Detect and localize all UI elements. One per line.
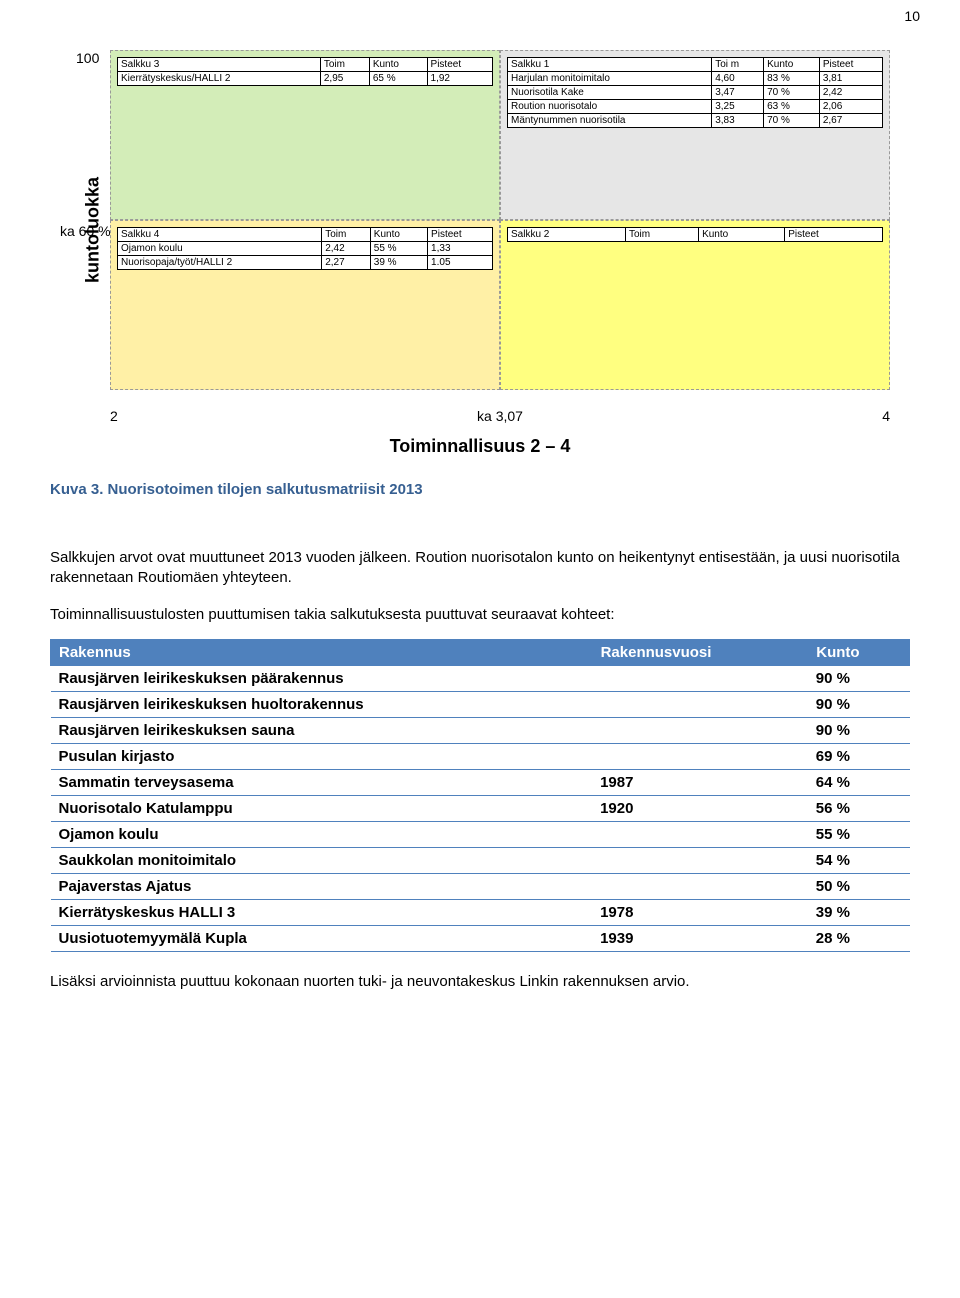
rt-name: Pusulan kirjasto <box>51 743 593 769</box>
table-row: Ojamon koulu 2,42 55 % 1,33 <box>118 242 493 256</box>
rt-name: Saukkolan monitoimitalo <box>51 847 593 873</box>
rt-year <box>592 821 808 847</box>
rt-name: Rausjärven leirikeskuksen huoltorakennus <box>51 691 593 717</box>
table-row: Nuorisotila Kake 3,47 70 % 2,42 <box>508 86 883 100</box>
rt-h-rakennus: Rakennus <box>51 639 593 665</box>
rt-name: Nuorisotalo Katulamppu <box>51 795 593 821</box>
h-kunto: Kunto <box>764 58 820 72</box>
table-row: Mäntynummen nuorisotila 3,83 70 % 2,67 <box>508 114 883 128</box>
rt-name: Ojamon koulu <box>51 821 593 847</box>
rt-kunto: 90 % <box>808 717 910 743</box>
table-row: Rausjärven leirikeskuksen sauna 90 % <box>51 717 910 743</box>
rt-name: Sammatin terveysasema <box>51 769 593 795</box>
rt-kunto: 56 % <box>808 795 910 821</box>
h-kunto: Kunto <box>369 58 427 72</box>
rt-kunto: 69 % <box>808 743 910 769</box>
result-table: Rakennus Rakennusvuosi Kunto Rausjärven … <box>50 639 910 952</box>
page-number: 10 <box>904 8 920 24</box>
table-row: Nuorisotalo Katulamppu192056 % <box>51 795 910 821</box>
table-row: Rausjärven leirikeskuksen huoltorakennus… <box>51 691 910 717</box>
rt-year <box>592 691 808 717</box>
y-mid-label: ka 60 % <box>60 223 111 239</box>
table-row: Nuorisopaja/työt/HALLI 2 2,27 39 % 1.05 <box>118 256 493 270</box>
salkku1-table: Salkku 1 Toi m Kunto Pisteet Harjulan mo… <box>507 57 883 128</box>
table-row: Pusulan kirjasto 69 % <box>51 743 910 769</box>
rt-kunto: 55 % <box>808 821 910 847</box>
table-row: Roution nuorisotalo 3,25 63 % 2,06 <box>508 100 883 114</box>
rt-name: Rausjärven leirikeskuksen sauna <box>51 717 593 743</box>
rt-year <box>592 717 808 743</box>
salkku2-title: Salkku 2 <box>508 228 626 242</box>
h-toim: Toim <box>625 228 698 242</box>
rt-h-vuosi: Rakennusvuosi <box>592 639 808 665</box>
table-row: Pajaverstas Ajatus 50 % <box>51 873 910 899</box>
rt-name: Pajaverstas Ajatus <box>51 873 593 899</box>
quadrant-salkku4: Salkku 4 Toim Kunto Pisteet Ojamon koulu… <box>110 220 500 390</box>
figure-caption: Kuva 3. Nuorisotoimen tilojen salkutusma… <box>50 481 910 498</box>
h-toim: Toim <box>320 58 369 72</box>
y-top-label: 100 <box>76 50 99 66</box>
rt-year: 1939 <box>592 925 808 951</box>
matrix-chart: kuntoluokka 100 ka 60 % Salkku 3 Toim Ku… <box>60 50 900 410</box>
rt-year: 1978 <box>592 899 808 925</box>
paragraph-2: Toiminnallisuustulosten puuttumisen taki… <box>50 605 910 625</box>
h-pisteet: Pisteet <box>819 58 882 72</box>
h-pisteet: Pisteet <box>428 228 493 242</box>
h-kunto: Kunto <box>699 228 785 242</box>
table-row: Uusiotuotemyymälä Kupla193928 % <box>51 925 910 951</box>
x-axis-title: Toiminnallisuus 2 – 4 <box>50 436 910 457</box>
x-axis: 2 ka 3,07 4 <box>110 408 890 424</box>
rt-name: Uusiotuotemyymälä Kupla <box>51 925 593 951</box>
salkku3-title: Salkku 3 <box>118 58 321 72</box>
quadrant-salkku2: Salkku 2 Toim Kunto Pisteet <box>500 220 890 390</box>
table-row: Saukkolan monitoimitalo 54 % <box>51 847 910 873</box>
rt-name: Rausjärven leirikeskuksen päärakennus <box>51 665 593 691</box>
h-kunto: Kunto <box>370 228 427 242</box>
x-right: 4 <box>882 408 890 424</box>
rt-kunto: 90 % <box>808 691 910 717</box>
rt-year <box>592 873 808 899</box>
rt-year: 1920 <box>592 795 808 821</box>
rt-year <box>592 847 808 873</box>
rt-kunto: 50 % <box>808 873 910 899</box>
rt-h-kunto: Kunto <box>808 639 910 665</box>
table-row: Rausjärven leirikeskuksen päärakennus 90 … <box>51 665 910 691</box>
rt-kunto: 28 % <box>808 925 910 951</box>
table-row: Ojamon koulu 55 % <box>51 821 910 847</box>
footer-paragraph: Lisäksi arvioinnista puuttuu kokonaan nu… <box>50 972 910 992</box>
quadrant-grid: Salkku 3 Toim Kunto Pisteet Kierrätyskes… <box>110 50 890 390</box>
table-row: Kierrätyskeskus/HALLI 2 2,95 65 % 1,92 <box>118 72 493 86</box>
table-row: Harjulan monitoimitalo 4,60 83 % 3,81 <box>508 72 883 86</box>
rt-kunto: 54 % <box>808 847 910 873</box>
table-row: Kierrätyskeskus HALLI 3197839 % <box>51 899 910 925</box>
table-row: Sammatin terveysasema198764 % <box>51 769 910 795</box>
rt-year <box>592 743 808 769</box>
rt-year <box>592 665 808 691</box>
salkku3-table: Salkku 3 Toim Kunto Pisteet Kierrätyskes… <box>117 57 493 86</box>
salkku1-title: Salkku 1 <box>508 58 712 72</box>
rt-kunto: 39 % <box>808 899 910 925</box>
x-left: 2 <box>110 408 118 424</box>
quadrant-salkku3: Salkku 3 Toim Kunto Pisteet Kierrätyskes… <box>110 50 500 220</box>
rt-year: 1987 <box>592 769 808 795</box>
rt-name: Kierrätyskeskus HALLI 3 <box>51 899 593 925</box>
h-pisteet: Pisteet <box>427 58 492 72</box>
x-mid: ka 3,07 <box>477 408 523 424</box>
salkku4-title: Salkku 4 <box>118 228 322 242</box>
salkku4-table: Salkku 4 Toim Kunto Pisteet Ojamon koulu… <box>117 227 493 270</box>
page: 10 kuntoluokka 100 ka 60 % Salkku 3 Toim… <box>0 0 960 1032</box>
h-toi: Toi m <box>712 58 764 72</box>
salkku2-table: Salkku 2 Toim Kunto Pisteet <box>507 227 883 242</box>
quadrant-salkku1: Salkku 1 Toi m Kunto Pisteet Harjulan mo… <box>500 50 890 220</box>
rt-kunto: 90 % <box>808 665 910 691</box>
h-pisteet: Pisteet <box>785 228 883 242</box>
paragraph-1: Salkkujen arvot ovat muuttuneet 2013 vuo… <box>50 548 910 589</box>
rt-kunto: 64 % <box>808 769 910 795</box>
h-toim: Toim <box>322 228 371 242</box>
